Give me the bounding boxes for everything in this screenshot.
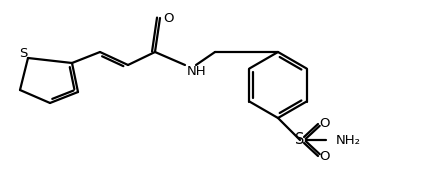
Text: S: S (19, 46, 27, 60)
Text: S: S (295, 132, 305, 148)
Text: NH: NH (187, 64, 207, 78)
Text: O: O (320, 150, 330, 164)
Text: O: O (320, 116, 330, 130)
Text: NH₂: NH₂ (336, 133, 361, 147)
Text: O: O (163, 12, 173, 24)
